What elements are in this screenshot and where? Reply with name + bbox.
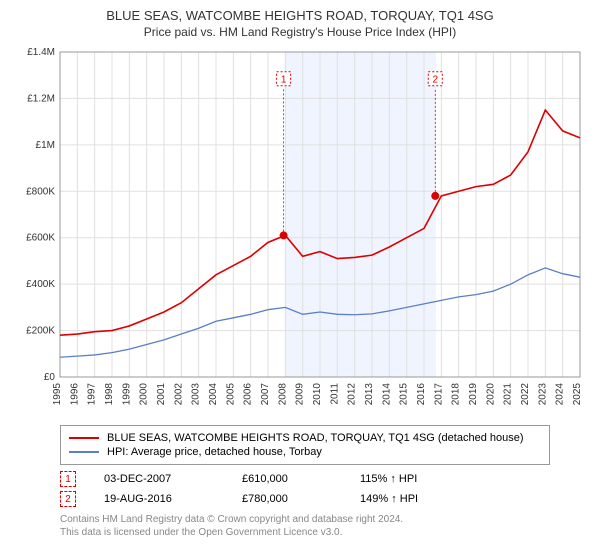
svg-text:£0: £0 xyxy=(44,372,56,383)
svg-text:2019: 2019 xyxy=(468,383,479,406)
svg-text:2003: 2003 xyxy=(191,383,202,406)
svg-text:£1.4M: £1.4M xyxy=(27,47,55,58)
chart-svg: £0 £200K £400K £600K £800K £1M £1.2M £1.4M 1995 1… xyxy=(10,47,590,417)
svg-text:2001: 2001 xyxy=(156,383,167,406)
svg-text:1997: 1997 xyxy=(87,383,98,406)
svg-text:2009: 2009 xyxy=(295,383,306,406)
svg-text:2024: 2024 xyxy=(555,383,566,406)
svg-text:2016: 2016 xyxy=(416,383,427,406)
legend-swatch xyxy=(69,437,99,439)
svg-text:2025: 2025 xyxy=(572,383,583,406)
sale-vs-hpi: 149% ↑ HPI xyxy=(360,493,418,505)
svg-text:2013: 2013 xyxy=(364,383,375,406)
svg-text:2017: 2017 xyxy=(433,383,444,406)
svg-text:2010: 2010 xyxy=(312,383,323,406)
footer-line1: Contains HM Land Registry data © Crown c… xyxy=(60,513,590,526)
sale-price: £610,000 xyxy=(242,473,332,485)
footer: Contains HM Land Registry data © Crown c… xyxy=(60,513,590,539)
svg-text:2012: 2012 xyxy=(347,383,358,406)
chart-container: BLUE SEAS, WATCOMBE HEIGHTS ROAD, TORQUA… xyxy=(0,0,600,560)
sale-date: 03-DEC-2007 xyxy=(104,473,214,485)
sale-date: 19-AUG-2016 xyxy=(104,493,214,505)
svg-text:2002: 2002 xyxy=(173,383,184,406)
sale-marker-badge: 1 xyxy=(60,471,76,487)
legend-row: HPI: Average price, detached house, Torb… xyxy=(69,446,541,458)
chart-area: £0 £200K £400K £600K £800K £1M £1.2M £1.4M 1995 1… xyxy=(10,47,590,417)
legend-swatch xyxy=(69,451,99,453)
svg-text:2020: 2020 xyxy=(485,383,496,406)
sale-row: 1 03-DEC-2007 £610,000 115% ↑ HPI xyxy=(60,471,590,487)
svg-text:1998: 1998 xyxy=(104,383,115,406)
svg-text:1: 1 xyxy=(281,75,287,86)
svg-text:£800K: £800K xyxy=(26,186,55,197)
sales-rows: 1 03-DEC-2007 £610,000 115% ↑ HPI 2 19-AUG-20… xyxy=(10,471,590,507)
svg-text:£1.2M: £1.2M xyxy=(27,93,55,104)
svg-text:2007: 2007 xyxy=(260,383,271,406)
svg-text:2023: 2023 xyxy=(537,383,548,406)
svg-text:£1M: £1M xyxy=(36,140,55,151)
sale-marker-badge: 2 xyxy=(60,491,76,507)
svg-text:2006: 2006 xyxy=(243,383,254,406)
legend-label: HPI: Average price, detached house, Torb… xyxy=(107,446,322,458)
svg-text:2: 2 xyxy=(432,75,438,86)
legend-label: BLUE SEAS, WATCOMBE HEIGHTS ROAD, TORQUA… xyxy=(107,432,524,444)
svg-text:1995: 1995 xyxy=(52,383,63,406)
sale-row: 2 19-AUG-2016 £780,000 149% ↑ HPI xyxy=(60,491,590,507)
svg-text:2014: 2014 xyxy=(381,383,392,406)
svg-text:2008: 2008 xyxy=(277,383,288,406)
svg-text:2021: 2021 xyxy=(503,383,514,406)
svg-text:£200K: £200K xyxy=(26,326,55,337)
svg-text:2011: 2011 xyxy=(329,383,340,405)
chart-subtitle: Price paid vs. HM Land Registry's House … xyxy=(10,25,590,39)
svg-text:2018: 2018 xyxy=(451,383,462,406)
svg-text:2022: 2022 xyxy=(520,383,531,406)
svg-text:£400K: £400K xyxy=(26,279,55,290)
svg-text:2005: 2005 xyxy=(225,383,236,406)
svg-text:2015: 2015 xyxy=(399,383,410,406)
svg-text:1999: 1999 xyxy=(121,383,132,406)
footer-line2: This data is licensed under the Open Gov… xyxy=(60,526,590,539)
svg-text:1996: 1996 xyxy=(69,383,80,406)
svg-text:2000: 2000 xyxy=(139,383,150,406)
sale-vs-hpi: 115% ↑ HPI xyxy=(360,473,417,485)
legend: BLUE SEAS, WATCOMBE HEIGHTS ROAD, TORQUA… xyxy=(60,425,550,465)
svg-text:£600K: £600K xyxy=(26,233,55,244)
legend-row: BLUE SEAS, WATCOMBE HEIGHTS ROAD, TORQUA… xyxy=(69,432,541,444)
sale-price: £780,000 xyxy=(242,493,332,505)
chart-title: BLUE SEAS, WATCOMBE HEIGHTS ROAD, TORQUA… xyxy=(10,8,590,23)
svg-text:2004: 2004 xyxy=(208,383,219,406)
